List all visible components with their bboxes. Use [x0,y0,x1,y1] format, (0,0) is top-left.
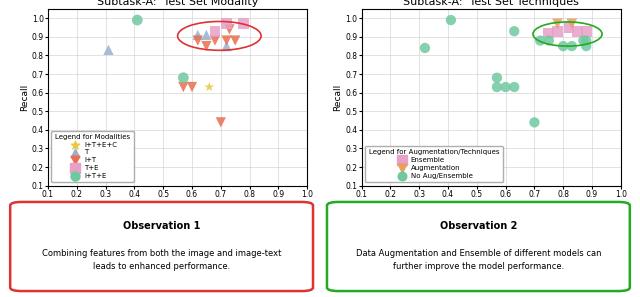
Point [187,85,197,89]
Point [529,120,540,125]
Point [535,38,545,43]
Point [564,25,574,30]
Point [230,38,241,43]
Point [552,29,563,34]
Point [567,44,577,48]
Legend: I+T+E+C, T, I+T, T+E, I+T+E: I+T+E+C, T, I+T, T+E, I+T+E [51,130,134,182]
Legend: Ensemble, Augmentation, No Aug/Ensemble: Ensemble, Augmentation, No Aug/Ensemble [365,146,502,182]
Text: Observation 1: Observation 1 [123,221,200,231]
FancyBboxPatch shape [327,202,630,291]
Title: Subtask-A:  Test Set Modality: Subtask-A: Test Set Modality [97,0,259,7]
Point [445,18,456,23]
Point [221,44,232,48]
Point [202,44,212,48]
Point [492,85,502,89]
Point [216,120,226,125]
X-axis label: Precision: Precision [157,204,198,213]
Point [193,38,203,43]
Point [543,31,554,35]
Point [210,29,220,34]
Point [509,29,520,34]
Point [221,21,232,26]
Point [558,44,568,48]
Point [567,21,577,26]
Point [420,46,430,50]
Point [178,75,189,80]
Point [578,38,588,43]
Point [221,38,232,43]
Title: Subtask-A:  Test Set Techniques: Subtask-A: Test Set Techniques [403,0,579,7]
Point [492,75,502,80]
Point [204,85,214,89]
Point [239,21,249,26]
Point [202,33,212,37]
Point [552,21,563,26]
Text: Data Augmentation and Ensemble of different models can
further improve the model: Data Augmentation and Ensemble of differ… [356,249,601,271]
Point [572,29,582,34]
Y-axis label: Recall: Recall [333,84,342,111]
Point [210,38,220,43]
FancyBboxPatch shape [10,202,313,291]
Text: Observation 2: Observation 2 [440,221,517,231]
Point [543,38,554,43]
Point [193,33,203,37]
Point [581,38,591,43]
X-axis label: Precision: Precision [471,204,511,213]
Point [581,44,591,48]
Point [178,85,189,89]
Point [104,48,114,52]
Point [500,85,511,89]
Point [581,29,591,34]
Text: Combining features from both the image and image-text
leads to enhanced performa: Combining features from both the image a… [42,249,282,271]
Y-axis label: Recall: Recall [20,84,29,111]
Point [225,27,235,32]
Point [509,85,520,89]
Point [132,18,143,23]
